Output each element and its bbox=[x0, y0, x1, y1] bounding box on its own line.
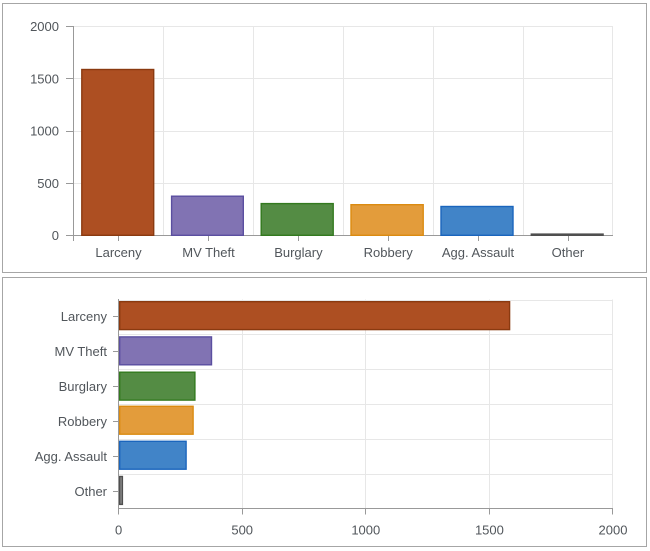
svg-text:MV Theft: MV Theft bbox=[54, 344, 107, 359]
svg-text:1500: 1500 bbox=[30, 71, 59, 86]
svg-text:Agg. Assault: Agg. Assault bbox=[442, 245, 515, 260]
svg-text:Burglary: Burglary bbox=[274, 245, 323, 260]
svg-text:Other: Other bbox=[552, 245, 585, 260]
svg-text:1000: 1000 bbox=[351, 523, 380, 538]
svg-text:1000: 1000 bbox=[30, 124, 59, 139]
svg-text:500: 500 bbox=[37, 176, 59, 191]
svg-text:Larceny: Larceny bbox=[95, 245, 142, 260]
svg-text:Robbery: Robbery bbox=[58, 414, 108, 429]
svg-text:Burglary: Burglary bbox=[59, 379, 108, 394]
svg-text:Agg. Assault: Agg. Assault bbox=[35, 449, 108, 464]
svg-text:Robbery: Robbery bbox=[364, 245, 414, 260]
svg-text:2000: 2000 bbox=[30, 19, 59, 34]
svg-text:Other: Other bbox=[74, 484, 107, 499]
svg-text:MV Theft: MV Theft bbox=[182, 245, 235, 260]
svg-text:1500: 1500 bbox=[475, 523, 504, 538]
svg-text:2000: 2000 bbox=[599, 523, 628, 538]
svg-text:0: 0 bbox=[115, 523, 122, 538]
svg-text:Larceny: Larceny bbox=[61, 309, 108, 324]
svg-text:0: 0 bbox=[52, 228, 59, 243]
svg-text:500: 500 bbox=[231, 523, 253, 538]
